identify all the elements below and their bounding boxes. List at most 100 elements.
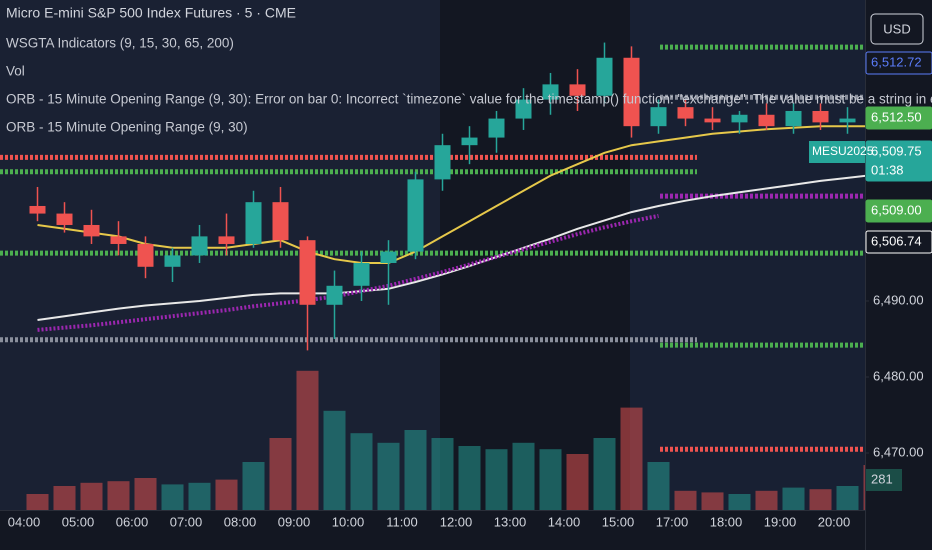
x-tick-label: 09:00 [278,514,311,529]
volume-bar [215,479,238,510]
candle-body [461,137,478,146]
volume-bar [809,489,832,510]
candle-body [299,240,316,305]
volume-bar [188,482,211,510]
x-tick-label: 17:00 [656,514,689,529]
candle-body [596,57,613,96]
volume-bar [458,446,481,510]
volume-bar [269,438,292,510]
countdown-label: 01:38 [871,162,904,177]
candle-body [515,99,532,119]
candle-body [272,202,289,241]
x-tick-label: 10:00 [332,514,365,529]
volume-bar [728,494,751,510]
x-tick-label: 11:00 [386,514,418,529]
price-badge-label: 6,512.50 [871,109,922,124]
candle-body [542,84,559,100]
candle-body [650,107,667,127]
indicator-label[interactable]: Vol [6,64,25,79]
x-tick-label: 13:00 [494,514,527,529]
volume-bar [350,433,373,510]
x-tick-label: 15:00 [602,514,635,529]
candle-body [623,57,640,127]
volume-bar [134,478,157,510]
volume-bar [782,487,805,510]
volume-bar [674,490,697,510]
x-tick-label: 04:00 [8,514,41,529]
volume-bar [26,494,49,510]
volume-bar [755,490,778,510]
price-badge [865,51,932,75]
price-badge [865,140,932,182]
candle-body [407,179,424,252]
symbol-badge [809,141,865,163]
x-tick-label: 20:00 [818,514,851,529]
candle-body [731,114,748,123]
volume-bar [647,462,670,510]
volume-bar [620,407,643,510]
volume-bar [512,442,535,510]
indicator-label[interactable]: ORB - 15 Minute Opening Range (9, 30) [6,120,248,135]
volume-bar [107,481,130,510]
currency-button-label[interactable]: USD [883,21,910,36]
candle-body [812,110,829,123]
candle-body [110,236,127,244]
currency-button-frame[interactable] [870,13,924,45]
y-tick-label: 6,470.00 [873,444,924,459]
volume-bar [431,438,454,510]
volume-bar [701,492,724,510]
candle-body [758,114,775,127]
volume-bar [323,410,346,510]
indicator-label[interactable]: WSGTA Indicators (9, 15, 30, 65, 200) [6,36,234,51]
indicator-line [37,213,659,332]
volume-bar [566,454,589,510]
candle-body [353,262,370,286]
indicator-line [37,125,865,264]
candle-body [83,224,100,237]
candle-body [191,236,208,256]
x-tick-label: 05:00 [62,514,95,529]
x-tick-label: 18:00 [710,514,743,529]
volume-bar [377,442,400,510]
indicator-line [37,174,865,321]
volume-bar [296,370,319,510]
symbol-badge-label: MESU2025 [812,144,874,158]
volume-bar [242,462,265,510]
price-badge [865,230,932,254]
candle-body [488,118,505,138]
price-badge-label: 6,506.74 [871,233,922,248]
volume-bar [593,438,616,510]
y-tick-label: 6,480.00 [873,368,924,383]
candle-body [326,285,343,305]
candle-body [164,255,181,267]
volume-badge [866,469,902,491]
volume-bar [161,484,184,510]
volume-bar [539,449,562,510]
volume-bar [485,449,508,510]
price-badge-label: 6,512.72 [871,54,922,69]
price-badge [865,106,932,130]
candle-body [569,84,586,96]
indicator-label[interactable]: ORB - 15 Minute Opening Range (9, 30): E… [6,92,932,107]
candle-body [677,107,694,119]
volume-badge-label: 281 [871,471,893,486]
candle-body [380,251,397,263]
candle-body [29,205,46,214]
currency-button[interactable]: USD [870,13,924,45]
plot-area [0,42,865,510]
candle-body [137,243,154,267]
volume-bar [53,486,76,510]
y-tick-label: 6,490.00 [873,292,924,307]
price-badge [865,199,932,223]
price-badge-label: 6,509.00 [871,202,922,217]
price-badge-label: 6,509.75 [871,143,922,158]
candle-body [218,236,235,244]
volume-bar [863,465,865,510]
x-tick-label: 07:00 [170,514,203,529]
volume-bar [836,486,859,510]
overlay: 6,490.00 6,480.00 6,470.00 04:00 05:00 06:00 0… [6,5,932,529]
chart-title: Micro E-mini S&P 500 Index Futures · 5 ·… [6,5,296,21]
x-tick-label: 19:00 [764,514,797,529]
